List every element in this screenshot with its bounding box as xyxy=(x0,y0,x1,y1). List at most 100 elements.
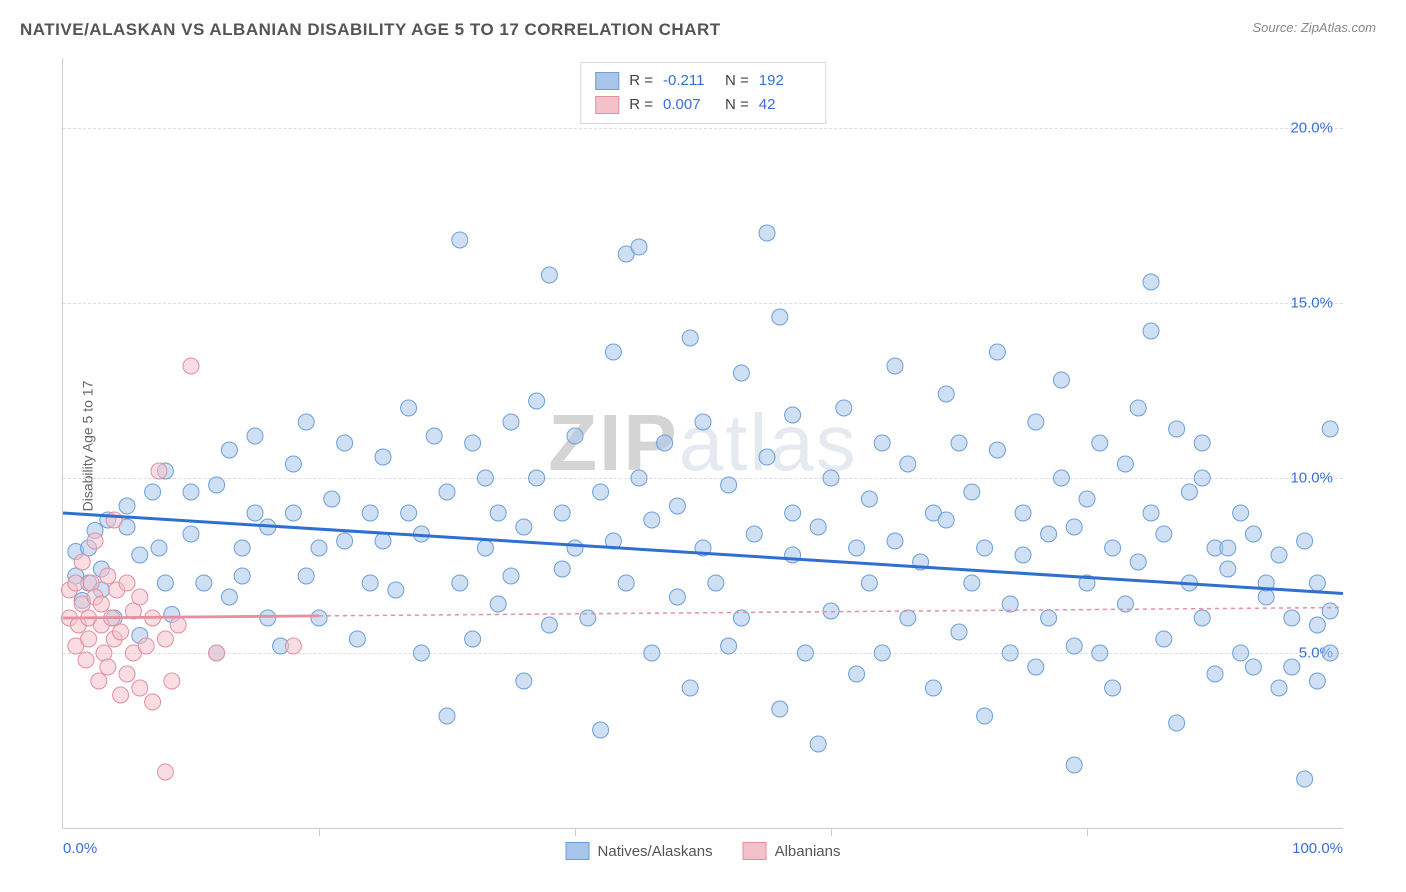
scatter-point xyxy=(74,554,90,570)
legend-label: Albanians xyxy=(775,843,841,860)
legend-bottom: Natives/Alaskans Albanians xyxy=(566,842,841,860)
scatter-point xyxy=(1041,610,1057,626)
scatter-point xyxy=(772,701,788,717)
scatter-point xyxy=(1015,547,1031,563)
scatter-point xyxy=(1271,680,1287,696)
scatter-point xyxy=(1297,771,1313,787)
scatter-point xyxy=(503,568,519,584)
stat-label: N = xyxy=(725,69,749,93)
scatter-point xyxy=(413,645,429,661)
stat-value: 0.007 xyxy=(663,93,715,117)
stat-value: 42 xyxy=(759,93,811,117)
scatter-point xyxy=(669,589,685,605)
scatter-point xyxy=(1297,533,1313,549)
scatter-point xyxy=(1143,505,1159,521)
scatter-point xyxy=(151,463,167,479)
scatter-point xyxy=(100,659,116,675)
scatter-point xyxy=(209,477,225,493)
swatch-icon xyxy=(743,842,767,860)
scatter-point xyxy=(1028,414,1044,430)
scatter-point xyxy=(375,533,391,549)
xtick-label: 100.0% xyxy=(1292,840,1343,857)
scatter-point xyxy=(465,631,481,647)
xtick-mark xyxy=(319,828,320,836)
scatter-point xyxy=(1233,645,1249,661)
scatter-point xyxy=(874,645,890,661)
stat-label: R = xyxy=(629,69,653,93)
scatter-point xyxy=(759,449,775,465)
scatter-point xyxy=(91,673,107,689)
scatter-point xyxy=(298,414,314,430)
scatter-point xyxy=(887,358,903,374)
scatter-point xyxy=(311,610,327,626)
scatter-point xyxy=(401,400,417,416)
scatter-point xyxy=(119,666,135,682)
scatter-point xyxy=(490,505,506,521)
swatch-icon xyxy=(595,72,619,90)
scatter-point xyxy=(113,687,129,703)
scatter-point xyxy=(132,680,148,696)
scatter-point xyxy=(221,442,237,458)
scatter-point xyxy=(849,666,865,682)
scatter-point xyxy=(285,456,301,472)
scatter-point xyxy=(465,435,481,451)
scatter-point xyxy=(1130,554,1146,570)
scatter-point xyxy=(1284,659,1300,675)
scatter-point xyxy=(490,596,506,612)
scatter-point xyxy=(1105,680,1121,696)
scatter-point xyxy=(132,589,148,605)
scatter-point xyxy=(145,484,161,500)
scatter-point xyxy=(157,764,173,780)
scatter-point xyxy=(746,526,762,542)
scatter-point xyxy=(1322,421,1338,437)
legend-item: Natives/Alaskans xyxy=(566,842,713,860)
scatter-point xyxy=(100,568,116,584)
scatter-point xyxy=(439,708,455,724)
scatter-point xyxy=(925,680,941,696)
scatter-point xyxy=(1143,323,1159,339)
source-label: Source: ZipAtlas.com xyxy=(1252,20,1376,35)
scatter-plot-svg xyxy=(63,58,1343,828)
scatter-point xyxy=(452,232,468,248)
scatter-point xyxy=(1271,547,1287,563)
scatter-point xyxy=(247,505,263,521)
scatter-point xyxy=(810,736,826,752)
scatter-point xyxy=(785,505,801,521)
scatter-point xyxy=(836,400,852,416)
scatter-point xyxy=(593,484,609,500)
scatter-point xyxy=(439,484,455,500)
scatter-point xyxy=(567,540,583,556)
scatter-point xyxy=(388,582,404,598)
scatter-point xyxy=(1309,617,1325,633)
scatter-point xyxy=(938,386,954,402)
scatter-point xyxy=(183,358,199,374)
scatter-point xyxy=(93,596,109,612)
scatter-point xyxy=(1130,400,1146,416)
scatter-point xyxy=(964,484,980,500)
scatter-point xyxy=(145,694,161,710)
scatter-point xyxy=(247,428,263,444)
scatter-point xyxy=(1079,491,1095,507)
stat-value: 192 xyxy=(759,69,811,93)
scatter-point xyxy=(164,673,180,689)
scatter-point xyxy=(669,498,685,514)
xtick-mark xyxy=(831,828,832,836)
scatter-point xyxy=(631,239,647,255)
scatter-point xyxy=(362,575,378,591)
scatter-point xyxy=(695,414,711,430)
scatter-point xyxy=(157,631,173,647)
scatter-point xyxy=(1105,540,1121,556)
scatter-point xyxy=(759,225,775,241)
scatter-point xyxy=(81,631,97,647)
scatter-point xyxy=(503,414,519,430)
scatter-point xyxy=(989,442,1005,458)
scatter-point xyxy=(721,638,737,654)
swatch-icon xyxy=(566,842,590,860)
scatter-point xyxy=(362,505,378,521)
scatter-point xyxy=(1322,645,1338,661)
chart-title: NATIVE/ALASKAN VS ALBANIAN DISABILITY AG… xyxy=(20,20,721,39)
scatter-point xyxy=(529,470,545,486)
scatter-point xyxy=(657,435,673,451)
scatter-point xyxy=(221,589,237,605)
scatter-point xyxy=(96,645,112,661)
